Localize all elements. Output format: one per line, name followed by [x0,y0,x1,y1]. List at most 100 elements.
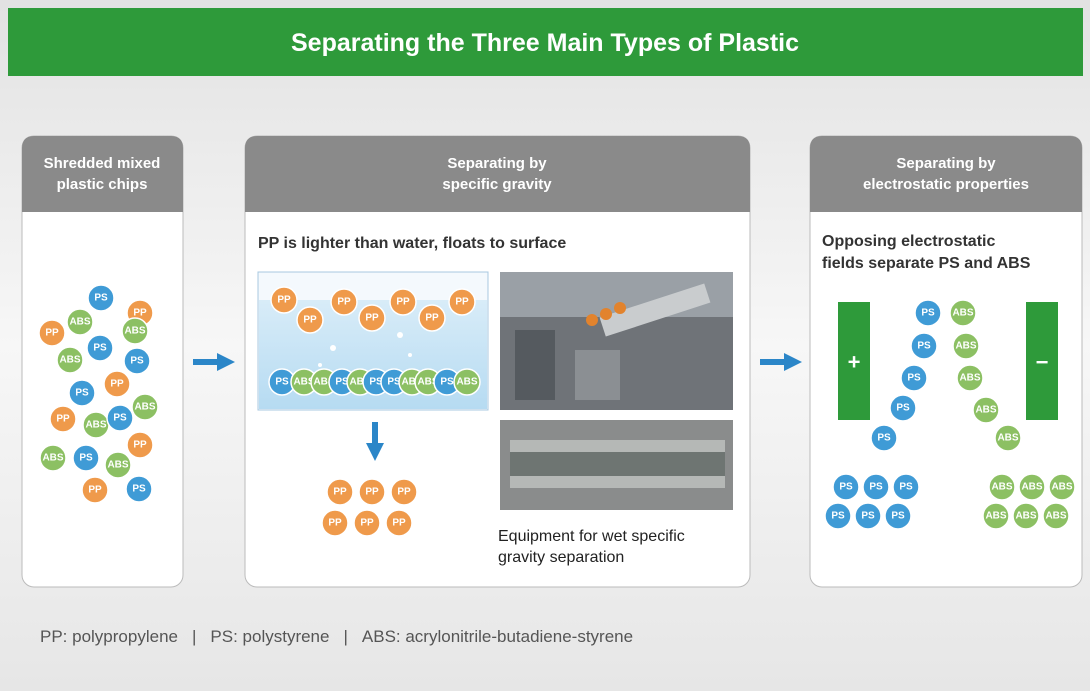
plastic-chip: PS [914,299,942,327]
plastic-chip: PS [125,475,153,503]
plastic-chip: ABS [994,424,1022,452]
plastic-chip: ABS [972,396,1000,424]
plastic-chip: PP [358,478,386,506]
plastic-chip: PP [81,476,109,504]
chip-circle [106,404,134,432]
plastic-chip: PP [49,405,77,433]
legend: PP: polypropylene | PS: polystyrene | ABS: a… [40,627,633,646]
chip-circle [824,502,852,530]
chip-label: ABS [401,377,422,388]
plastic-chip: PS [884,502,912,530]
chip-label: ABS [991,482,1012,493]
plastic-chip: ABS [952,332,980,360]
chip-label: ABS [349,377,370,388]
chip-circle [126,431,154,459]
plastic-chip: PP [358,304,386,332]
plastic-chip: PS [106,404,134,432]
plastic-chip: ABS [949,299,977,327]
panel-heading: electrostatic properties [863,176,1029,193]
chip-circle [330,288,358,316]
legend-separator: | [343,627,347,646]
chip-label: ABS [293,377,314,388]
legend-separator: | [192,627,196,646]
chip-label: PP [88,485,102,496]
chip-circle [86,334,114,362]
chip-label: PS [79,453,93,464]
chip-circle [296,306,324,334]
caption: Opposing electrostatic [822,233,995,250]
plastic-chip: PS [889,394,917,422]
chip-label: PS [831,511,845,522]
plastic-chip: PP [390,478,418,506]
chip-label: PS [132,484,146,495]
chip-label: ABS [85,420,106,431]
chip-label: PS [917,341,931,352]
plastic-chip: PP [326,478,354,506]
plastic-chip: PS [910,332,938,360]
plastic-chip: PS [123,347,151,375]
panel-heading: Separating by [447,155,547,172]
chip-circle [321,509,349,537]
chip-label: PS [907,373,921,384]
plastic-chip: PS [892,473,920,501]
plastic-chip: PS [824,502,852,530]
chip-label: PP [45,328,59,339]
chip-label: PS [891,511,905,522]
header-bar [8,8,1083,76]
chip-label: ABS [1051,482,1072,493]
plastic-chip: PS [68,379,96,407]
chip-label: PP [455,297,469,308]
chip-label: PP [333,487,347,498]
chip-label: PP [133,308,147,319]
chip-circle [949,299,977,327]
plastic-chip: ABS [1048,473,1076,501]
chip-circle [956,364,984,392]
chip-label: PS [369,377,383,388]
chip-circle [103,370,131,398]
chip-circle [72,444,100,472]
chip-circle [994,424,1022,452]
chip-label: PP [277,295,291,306]
chip-circle [1012,502,1040,530]
chip-circle [1042,502,1070,530]
chip-circle [389,288,417,316]
chip-label: ABS [456,377,477,388]
plastic-chip: PS [862,473,890,501]
chip-circle [952,332,980,360]
plastic-chip: PP [353,509,381,537]
plus-sign: + [848,350,861,375]
plastic-chip: PS [832,473,860,501]
chip-label: PS [75,388,89,399]
chip-label: PS [113,413,127,424]
chip-circle [353,509,381,537]
plastic-chip: ABS [1042,502,1070,530]
caption: fields separate PS and ABS [822,255,1031,272]
plastic-chip: PP [126,431,154,459]
chip-label: PP [425,313,439,324]
chip-circle [68,379,96,407]
chip-label: PS [839,482,853,493]
chip-circle [358,478,386,506]
plastic-chip: ABS [453,368,481,396]
chip-circle [66,308,94,336]
chip-label: ABS [107,460,128,471]
chip-circle [39,444,67,472]
chip-circle [270,286,298,314]
chip-label: PS [921,308,935,319]
chip-label: PP [365,487,379,498]
chip-circle [914,299,942,327]
chip-label: PP [396,297,410,308]
chip-label: PS [869,482,883,493]
chip-label: PP [397,487,411,498]
chip-circle [104,451,132,479]
chip-label: PP [392,518,406,529]
chip-label: PS [387,377,401,388]
chip-circle [982,502,1010,530]
chip-circle [121,317,149,345]
chip-circle [1048,473,1076,501]
chip-circle [862,473,890,501]
chip-circle [125,475,153,503]
chip-circle [453,368,481,396]
chip-label: ABS [313,377,334,388]
